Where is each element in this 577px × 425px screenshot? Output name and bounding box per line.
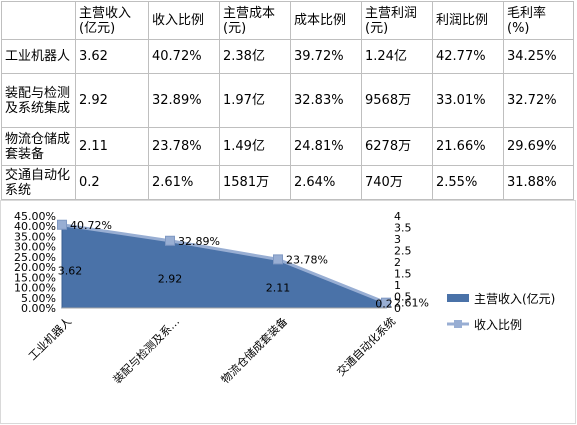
- table-cell: 1.49亿: [219, 127, 291, 166]
- left-tick-label: 20.00%: [14, 261, 56, 274]
- right-tick-label: 0.5: [394, 291, 412, 304]
- table-cell: 23.78%: [148, 127, 220, 166]
- right-tick-label: 0: [394, 302, 401, 315]
- header-line: 毛利率: [507, 5, 547, 21]
- table-cell: 1.24亿: [361, 39, 433, 74]
- left-tick-label: 15.00%: [14, 271, 56, 284]
- table-cell: 2.38亿: [219, 39, 291, 74]
- right-tick-label: 1.5: [394, 268, 412, 281]
- header-line: (元): [223, 20, 247, 36]
- table-cell: 29.69%: [503, 127, 574, 166]
- ratio-data-label: 40.72%: [70, 219, 112, 232]
- right-axis: 00.511.522.533.54: [394, 210, 412, 315]
- table-cell: 1581万: [219, 165, 291, 200]
- left-tick-label: 25.00%: [14, 251, 56, 264]
- right-tick-label: 2.5: [394, 245, 412, 258]
- header-cell: 毛利率 (%): [503, 1, 574, 40]
- right-tick-label: 4: [394, 210, 401, 223]
- ratio-markers: [57, 219, 391, 308]
- left-axis: 0.00%5.00%10.00%15.00%20.00%25.00%30.00%…: [14, 210, 56, 315]
- right-tick-label: 3: [394, 233, 401, 246]
- table-cell: 34.25%: [503, 39, 574, 74]
- legend-area-label: 主营收入(亿元): [474, 291, 555, 306]
- legend-area-swatch: [447, 294, 469, 302]
- header-line: 主营成本: [223, 5, 276, 21]
- ratio-data-label: 32.89%: [178, 235, 220, 248]
- legend-line-marker: [454, 320, 462, 328]
- header-cell: 收入比例: [148, 1, 220, 40]
- table-cell: 工业机器人: [1, 39, 76, 74]
- table-cell: 24.81%: [290, 127, 362, 166]
- table-cell: 31.88%: [503, 165, 574, 200]
- ratio-data-label: 2.61%: [394, 297, 429, 310]
- table-header-row: 主营收入 (亿元) 收入比例 主营成本 (元) 成本比例 主营利润 (元) 利润比例 …: [1, 1, 574, 40]
- table-cell: 2.61%: [148, 165, 220, 200]
- revenue-data-label: 0.2: [375, 297, 393, 310]
- revenue-data-label: 2.92: [158, 272, 183, 285]
- ratio-marker: [273, 254, 283, 265]
- right-tick-label: 3.5: [394, 222, 412, 235]
- revenue-data-label: 3.62: [58, 264, 83, 277]
- table-cell: 6278万: [361, 127, 433, 166]
- table-cell: 1.97亿: [219, 73, 291, 128]
- table-cell: 40.72%: [148, 39, 220, 74]
- header-cell: [1, 1, 76, 40]
- table-cell: 物流仓储成套装备: [1, 127, 76, 166]
- ratio-data-label: 23.78%: [286, 253, 328, 266]
- table-cell: 9568万: [361, 73, 433, 128]
- combo-chart: 0.00%5.00%10.00%15.00%20.00%25.00%30.00%…: [0, 200, 576, 424]
- left-tick-label: 45.00%: [14, 210, 56, 223]
- table-row: 物流仓储成套装备 2.11 23.78% 1.49亿 24.81% 6278万 …: [1, 127, 574, 166]
- header-line: 主营利润: [365, 5, 418, 21]
- table-cell: 2.11: [75, 127, 149, 166]
- table-cell: 2.92: [75, 73, 149, 128]
- revenue-data-label: 2.11: [266, 282, 291, 295]
- header-cell: 主营收入 (亿元): [75, 1, 149, 40]
- table-cell: 32.89%: [148, 73, 220, 128]
- header-line: 主营收入: [79, 5, 132, 21]
- table-cell: 39.72%: [290, 39, 362, 74]
- header-line: (亿元): [79, 20, 116, 36]
- left-tick-label: 10.00%: [14, 282, 56, 295]
- header-cell: 主营利润 (元): [361, 1, 433, 40]
- ratio-marker: [165, 235, 175, 246]
- header-cell: 主营成本 (元): [219, 1, 291, 40]
- table-cell: 740万: [361, 165, 433, 200]
- table-row: 装配与检测及系统集成 2.92 32.89% 1.97亿 32.83% 9568…: [1, 73, 574, 128]
- right-tick-label: 1: [394, 279, 401, 292]
- table-cell: 交通自动化系统: [1, 165, 76, 200]
- left-tick-label: 35.00%: [14, 230, 56, 243]
- ratio-labels: 40.72% 32.89% 23.78% 2.61%: [70, 219, 429, 310]
- table-cell: 装配与检测及系统集成: [1, 73, 76, 128]
- header-cell: 成本比例: [290, 1, 362, 40]
- table-cell: 32.83%: [290, 73, 362, 128]
- ratio-marker: [381, 297, 391, 308]
- right-tick-label: 2: [394, 256, 401, 269]
- table-cell: 3.62: [75, 39, 149, 74]
- table-cell: 32.72%: [503, 73, 574, 128]
- header-cell: 利润比例: [432, 1, 504, 40]
- legend-line-label: 收入比例: [474, 318, 522, 332]
- table-cell: 42.77%: [432, 39, 504, 74]
- table-row: 交通自动化系统 0.2 2.61% 1581万 2.64% 740万 2.55%…: [1, 165, 574, 200]
- table-row: 工业机器人 3.62 40.72% 2.38亿 39.72% 1.24亿 42.…: [1, 39, 574, 74]
- header-line: (%): [507, 20, 530, 36]
- legend: 主营收入(亿元) 收入比例: [447, 291, 555, 332]
- table-cell: 33.01%: [432, 73, 504, 128]
- left-tick-label: 5.00%: [21, 292, 56, 305]
- table-cell: 0.2: [75, 165, 149, 200]
- left-tick-label: 0.00%: [21, 302, 56, 315]
- ratio-marker: [57, 219, 67, 230]
- left-tick-label: 40.00%: [14, 220, 56, 233]
- left-tick-label: 30.00%: [14, 241, 56, 254]
- table-cell: 21.66%: [432, 127, 504, 166]
- header-line: (元): [365, 20, 389, 36]
- table-cell: 2.55%: [432, 165, 504, 200]
- revenue-labels: 3.62 2.92 2.11 0.2: [58, 264, 393, 310]
- table-cell: 2.64%: [290, 165, 362, 200]
- data-table: 主营收入 (亿元) 收入比例 主营成本 (元) 成本比例 主营利润 (元) 利润比例 …: [1, 1, 574, 200]
- ratio-line: [61, 223, 387, 305]
